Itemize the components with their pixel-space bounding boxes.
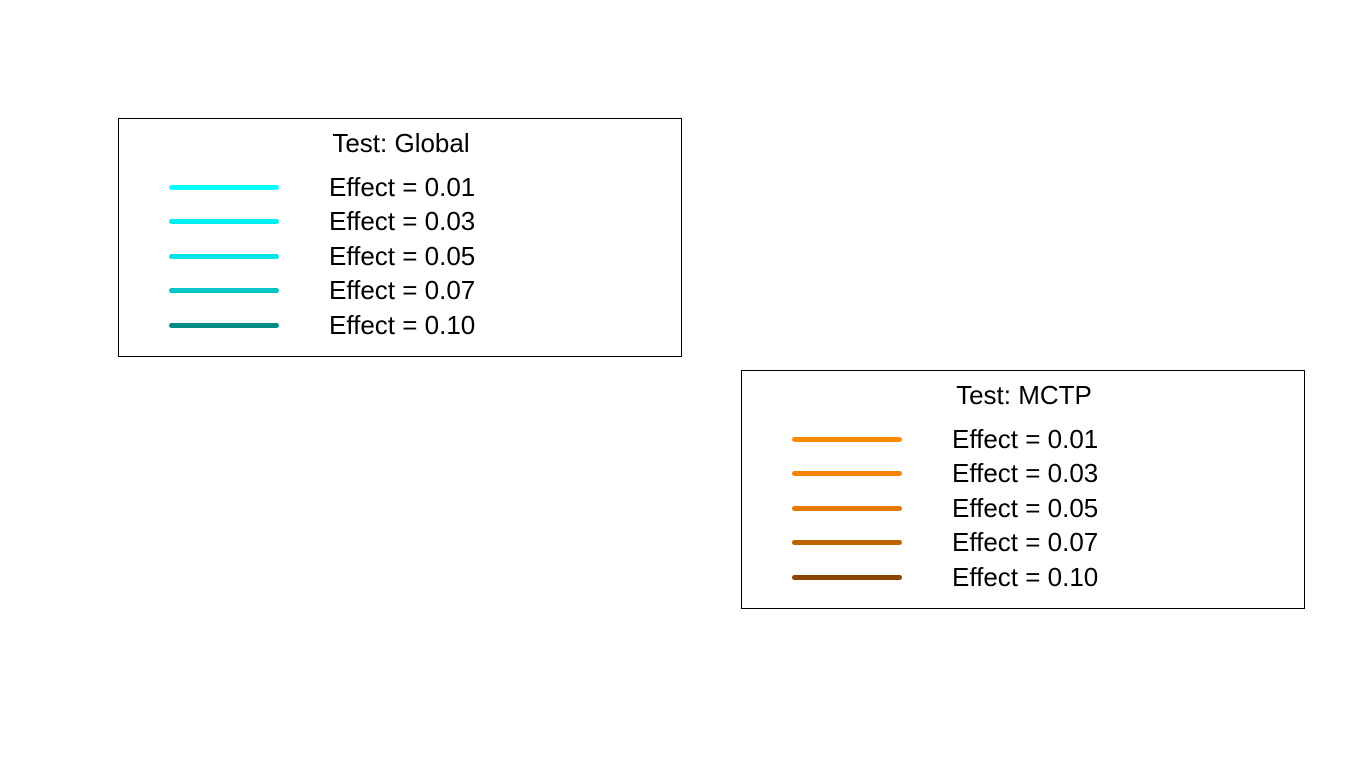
legend-entry: Effect = 0.05 [742, 491, 1306, 525]
legend-entry: Effect = 0.07 [119, 273, 683, 307]
legend-label: Effect = 0.07 [329, 275, 476, 305]
legend-label: Effect = 0.05 [329, 241, 476, 271]
legend-line-swatch [169, 254, 279, 259]
legend-line-swatch [792, 506, 902, 511]
legend-label: Effect = 0.01 [952, 424, 1099, 454]
legend-line-swatch [792, 471, 902, 476]
legend-line-swatch [169, 185, 279, 190]
legend-entry: Effect = 0.10 [742, 560, 1306, 594]
legend-line-swatch [169, 219, 279, 224]
legend-label: Effect = 0.03 [952, 458, 1099, 488]
legend-label: Effect = 0.07 [952, 527, 1099, 557]
legend-title: Test: Global [332, 128, 470, 158]
legend-label: Effect = 0.03 [329, 206, 476, 236]
legend-label: Effect = 0.01 [329, 172, 476, 202]
legend-title: Test: MCTP [956, 380, 1092, 410]
legend-label: Effect = 0.10 [329, 310, 476, 340]
legend-entry: Effect = 0.01 [742, 422, 1306, 456]
legend-entry: Effect = 0.05 [119, 239, 683, 273]
legend-entry: Effect = 0.07 [742, 525, 1306, 559]
legend-label: Effect = 0.05 [952, 493, 1099, 523]
legend-line-swatch [792, 437, 902, 442]
legend-label: Effect = 0.10 [952, 562, 1099, 592]
legend-line-swatch [792, 575, 902, 580]
legend-line-swatch [169, 323, 279, 328]
legend-mctp: Test: MCTP Effect = 0.01 Effect = 0.03 E… [741, 370, 1305, 609]
legend-global: Test: Global Effect = 0.01 Effect = 0.03… [118, 118, 682, 357]
legend-entry: Effect = 0.01 [119, 170, 683, 204]
legend-line-swatch [169, 288, 279, 293]
legend-entry: Effect = 0.03 [742, 456, 1306, 490]
legend-line-swatch [792, 540, 902, 545]
legend-entry: Effect = 0.03 [119, 204, 683, 238]
legend-entry: Effect = 0.10 [119, 308, 683, 342]
